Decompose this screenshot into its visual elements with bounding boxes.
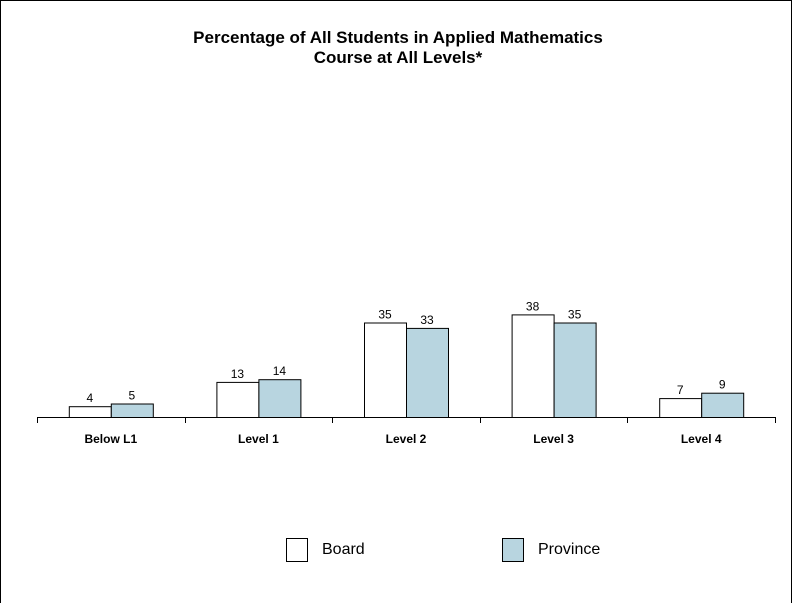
- data-label-board-level-4: 7: [677, 383, 684, 397]
- bar-province-level-4: [701, 392, 745, 419]
- legend-label-province: Province: [538, 541, 601, 558]
- bar-province-level-1: [258, 379, 302, 419]
- bar-province-level-3: [553, 322, 597, 418]
- data-label-province-level-4: 9: [719, 378, 726, 392]
- data-label-province-level-2: 33: [420, 313, 434, 327]
- legend-label-board: Board: [322, 541, 365, 558]
- legend-item-province: Province: [502, 537, 600, 563]
- bar-board-level-4: [659, 398, 703, 419]
- data-label-province-level-3: 35: [568, 308, 582, 322]
- data-label-province-below-l1: 5: [128, 389, 135, 403]
- legend-item-board: Board: [286, 537, 365, 563]
- data-label-board-level-1: 13: [231, 367, 245, 381]
- category-label-below-l1: Below L1: [84, 432, 137, 446]
- legend-swatch-board: [286, 538, 308, 562]
- bar-province-level-2: [406, 327, 449, 418]
- chart-title: Percentage of All Students in Applied Ma…: [193, 28, 603, 47]
- bar-board-level-2: [364, 322, 407, 418]
- chart-subtitle: Course at All Levels*: [313, 48, 483, 67]
- data-label-board-level-2: 35: [378, 308, 392, 322]
- bar-province-below-l1: [110, 403, 154, 418]
- bar-board-level-1: [216, 381, 260, 418]
- data-label-board-below-l1: 4: [86, 391, 93, 405]
- bar-board-below-l1: [68, 406, 112, 419]
- chart-title-block: Percentage of All Students in Applied Ma…: [0, 28, 796, 68]
- chart-legend: Board Province: [0, 537, 796, 567]
- category-label-level-4: Level 4: [681, 432, 722, 446]
- category-label-level-3: Level 3: [533, 432, 574, 446]
- category-label-level-1: Level 1: [238, 432, 279, 446]
- legend-swatch-province: [502, 538, 524, 562]
- data-label-province-level-1: 14: [273, 364, 287, 378]
- bar-board-level-3: [511, 314, 555, 418]
- data-label-board-level-3: 38: [526, 299, 540, 313]
- category-label-level-2: Level 2: [386, 432, 427, 446]
